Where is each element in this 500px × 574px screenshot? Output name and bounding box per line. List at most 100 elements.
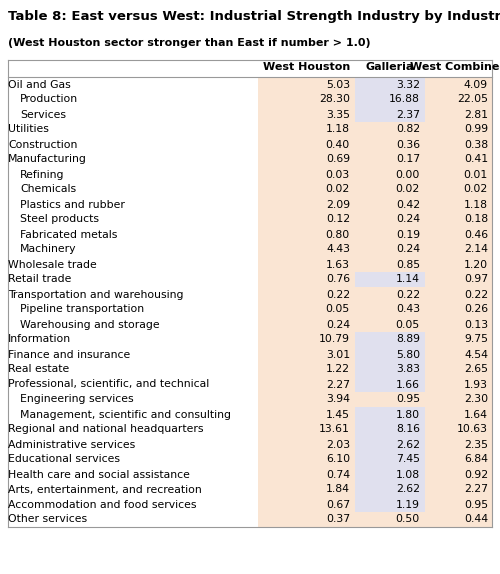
Text: 0.82: 0.82 xyxy=(396,125,420,134)
Text: 0.22: 0.22 xyxy=(396,289,420,300)
Text: 2.09: 2.09 xyxy=(326,200,350,210)
Bar xyxy=(258,332,355,347)
Text: 0.01: 0.01 xyxy=(464,169,488,180)
Bar xyxy=(355,332,425,347)
Bar xyxy=(355,107,425,122)
Text: 1.18: 1.18 xyxy=(326,125,350,134)
Text: 0.17: 0.17 xyxy=(396,154,420,165)
Text: 0.42: 0.42 xyxy=(396,200,420,210)
Text: 1.64: 1.64 xyxy=(464,409,488,420)
Text: 0.24: 0.24 xyxy=(396,245,420,254)
Text: 0.36: 0.36 xyxy=(396,139,420,149)
Bar xyxy=(355,152,425,167)
Bar xyxy=(425,152,492,167)
Bar xyxy=(258,107,355,122)
Text: Health care and social assistance: Health care and social assistance xyxy=(8,470,190,479)
Bar xyxy=(425,257,492,272)
Bar xyxy=(425,242,492,257)
Text: 0.05: 0.05 xyxy=(396,320,420,329)
Text: Services: Services xyxy=(20,110,66,119)
Text: 0.05: 0.05 xyxy=(326,304,350,315)
Text: 8.16: 8.16 xyxy=(396,425,420,435)
Text: 2.81: 2.81 xyxy=(464,110,488,119)
Bar xyxy=(425,317,492,332)
Bar xyxy=(258,497,355,512)
Bar xyxy=(355,377,425,392)
Text: 0.12: 0.12 xyxy=(326,215,350,224)
Text: (West Houston sector stronger than East if number > 1.0): (West Houston sector stronger than East … xyxy=(8,38,370,48)
Text: Pipeline transportation: Pipeline transportation xyxy=(20,304,144,315)
Text: 0.85: 0.85 xyxy=(396,259,420,270)
Text: 22.05: 22.05 xyxy=(457,95,488,104)
Bar xyxy=(355,317,425,332)
Text: 1.14: 1.14 xyxy=(396,274,420,285)
Text: West Houston: West Houston xyxy=(263,62,350,72)
Text: Arts, entertainment, and recreation: Arts, entertainment, and recreation xyxy=(8,484,202,494)
Text: 0.40: 0.40 xyxy=(326,139,350,149)
Text: Management, scientific and consulting: Management, scientific and consulting xyxy=(20,409,231,420)
Text: 10.63: 10.63 xyxy=(457,425,488,435)
Text: 0.22: 0.22 xyxy=(464,289,488,300)
Bar xyxy=(425,362,492,377)
Text: 7.45: 7.45 xyxy=(396,455,420,464)
Text: Educational services: Educational services xyxy=(8,455,120,464)
Bar xyxy=(258,77,355,92)
Text: Administrative services: Administrative services xyxy=(8,440,135,449)
Text: 2.65: 2.65 xyxy=(464,364,488,374)
Bar xyxy=(355,212,425,227)
Bar xyxy=(258,467,355,482)
Text: 0.44: 0.44 xyxy=(464,514,488,525)
Bar xyxy=(355,302,425,317)
Bar xyxy=(355,287,425,302)
Text: 5.03: 5.03 xyxy=(326,80,350,90)
Text: 16.88: 16.88 xyxy=(389,95,420,104)
Text: 0.46: 0.46 xyxy=(464,230,488,239)
Bar xyxy=(258,422,355,437)
Text: Table 8: East versus West: Industrial Strength Industry by Industry: Table 8: East versus West: Industrial St… xyxy=(8,10,500,23)
Text: West Combined: West Combined xyxy=(410,62,500,72)
Bar xyxy=(355,77,425,92)
Bar xyxy=(355,257,425,272)
Bar xyxy=(355,122,425,137)
Bar xyxy=(355,482,425,497)
Text: 2.62: 2.62 xyxy=(396,484,420,494)
Bar xyxy=(258,137,355,152)
Text: Finance and insurance: Finance and insurance xyxy=(8,350,130,359)
Bar xyxy=(258,167,355,182)
Bar xyxy=(425,182,492,197)
Bar xyxy=(425,272,492,287)
Text: 0.74: 0.74 xyxy=(326,470,350,479)
Bar xyxy=(258,197,355,212)
Bar xyxy=(425,212,492,227)
Text: 3.32: 3.32 xyxy=(396,80,420,90)
Text: 0.19: 0.19 xyxy=(396,230,420,239)
Bar xyxy=(355,362,425,377)
Text: 1.20: 1.20 xyxy=(464,259,488,270)
Text: 5.80: 5.80 xyxy=(396,350,420,359)
Bar xyxy=(258,362,355,377)
Bar xyxy=(258,212,355,227)
Bar xyxy=(355,437,425,452)
Bar xyxy=(355,467,425,482)
Text: Utilities: Utilities xyxy=(8,125,49,134)
Bar xyxy=(355,392,425,407)
Text: 2.62: 2.62 xyxy=(396,440,420,449)
Text: 0.97: 0.97 xyxy=(464,274,488,285)
Bar xyxy=(258,302,355,317)
Text: 8.89: 8.89 xyxy=(396,335,420,344)
Text: Accommodation and food services: Accommodation and food services xyxy=(8,499,196,510)
Bar xyxy=(425,512,492,527)
Bar xyxy=(355,497,425,512)
Bar xyxy=(425,437,492,452)
Text: Steel products: Steel products xyxy=(20,215,99,224)
Text: 2.14: 2.14 xyxy=(464,245,488,254)
Text: Fabricated metals: Fabricated metals xyxy=(20,230,117,239)
Bar xyxy=(355,197,425,212)
Bar xyxy=(355,137,425,152)
Text: 1.63: 1.63 xyxy=(326,259,350,270)
Text: 4.09: 4.09 xyxy=(464,80,488,90)
Bar xyxy=(425,407,492,422)
Text: Other services: Other services xyxy=(8,514,87,525)
Text: 0.02: 0.02 xyxy=(464,184,488,195)
Text: 4.43: 4.43 xyxy=(326,245,350,254)
